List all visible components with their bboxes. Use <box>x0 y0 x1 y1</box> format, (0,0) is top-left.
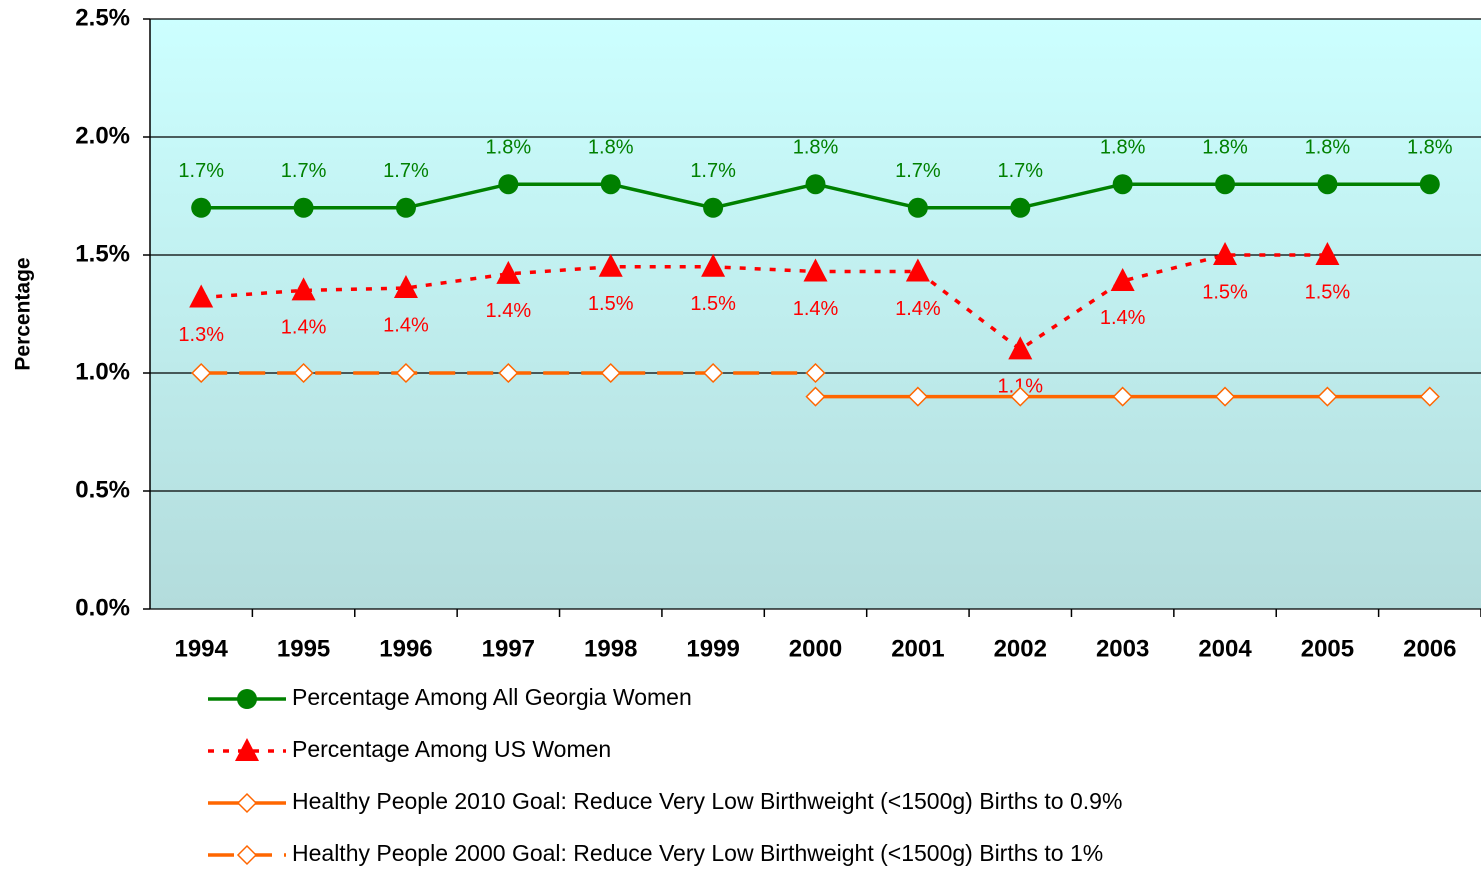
data-point <box>395 197 416 218</box>
x-tick-label: 2006 <box>1403 635 1456 662</box>
data-label: 1.5% <box>1305 281 1351 303</box>
data-point <box>1214 386 1236 407</box>
data-point <box>1419 174 1440 195</box>
y-tick-label: 2.5% <box>75 4 130 31</box>
data-label: 1.7% <box>383 160 429 182</box>
data-label: 1.4% <box>1100 307 1146 329</box>
data-point <box>1419 386 1440 407</box>
x-tick-label: 2005 <box>1301 635 1354 662</box>
y-tick-label: 2.0% <box>75 122 130 149</box>
data-point <box>189 284 214 308</box>
data-point <box>703 197 724 218</box>
legend-marker <box>236 844 258 866</box>
data-point <box>701 253 726 277</box>
data-label: 1.5% <box>1202 281 1248 303</box>
data-point <box>1112 386 1133 407</box>
data-label: 1.5% <box>588 293 634 315</box>
legend-marker <box>237 689 257 709</box>
data-point <box>600 174 621 195</box>
data-point <box>1110 267 1135 291</box>
data-point <box>803 258 828 282</box>
data-point <box>496 260 521 284</box>
y-tick-label: 1.0% <box>75 358 130 385</box>
data-label: 1.4% <box>895 298 941 320</box>
x-tick-label: 2002 <box>994 635 1047 662</box>
data-point <box>905 258 930 282</box>
data-point <box>600 362 621 384</box>
data-label: 1.8% <box>588 136 634 158</box>
data-point <box>395 362 417 384</box>
data-label: 1.8% <box>1305 136 1351 158</box>
data-point <box>598 253 623 277</box>
data-label: 1.8% <box>486 136 532 158</box>
data-point <box>293 362 314 384</box>
data-label: 1.4% <box>383 314 429 336</box>
data-label: 1.4% <box>486 300 532 322</box>
data-label: 1.5% <box>690 293 736 315</box>
data-point <box>907 386 928 407</box>
data-label: 1.4% <box>793 298 839 320</box>
data-label: 1.8% <box>1407 136 1453 158</box>
data-point <box>1317 174 1338 195</box>
legend-label: Percentage Among All Georgia Women <box>292 684 692 710</box>
data-label: 1.7% <box>178 160 224 182</box>
x-tick-label: 2000 <box>789 635 842 662</box>
data-point <box>1008 336 1033 360</box>
x-tick-label: 1994 <box>174 635 228 662</box>
legend-marker <box>235 738 259 761</box>
x-tick-label: 1997 <box>482 635 535 662</box>
legend-marker <box>236 792 258 814</box>
data-point <box>805 362 826 384</box>
x-tick-label: 2003 <box>1096 635 1149 662</box>
data-point <box>291 277 316 301</box>
data-label: 1.7% <box>997 160 1043 182</box>
data-point <box>498 174 519 195</box>
data-point <box>907 197 928 218</box>
data-point <box>805 386 826 407</box>
x-tick-label: 1998 <box>584 635 637 662</box>
data-point <box>805 174 826 195</box>
legend-label: Healthy People 2000 Goal: Reduce Very Lo… <box>292 840 1103 866</box>
data-point <box>1010 197 1031 218</box>
data-point <box>1010 386 1031 407</box>
data-label: 1.8% <box>793 136 839 158</box>
data-point <box>1213 242 1238 265</box>
legend-label: Healthy People 2010 Goal: Reduce Very Lo… <box>292 788 1122 814</box>
plot-area <box>150 19 1481 609</box>
x-tick-label: 1999 <box>686 635 739 662</box>
legend-label: Percentage Among US Women <box>292 736 611 762</box>
x-tick-label: 1996 <box>379 635 432 662</box>
data-label: 1.7% <box>895 160 941 182</box>
data-point <box>1315 242 1340 265</box>
y-axis-title: Percentage <box>12 257 35 370</box>
data-point <box>1317 386 1338 407</box>
data-point <box>393 275 418 299</box>
data-label: 1.8% <box>1100 136 1146 158</box>
data-point <box>1215 174 1236 195</box>
x-tick-label: 2001 <box>891 635 944 662</box>
y-tick-label: 0.0% <box>75 594 130 621</box>
data-label: 1.4% <box>281 317 327 339</box>
data-point <box>191 362 212 384</box>
data-label: 1.3% <box>178 324 224 346</box>
data-point <box>498 362 519 384</box>
data-point <box>1112 174 1133 195</box>
y-tick-label: 1.5% <box>75 240 130 267</box>
data-label: 1.7% <box>690 160 736 182</box>
y-tick-label: 0.5% <box>75 476 130 503</box>
x-tick-label: 2004 <box>1198 635 1252 662</box>
data-point <box>703 362 724 384</box>
data-point <box>293 197 314 218</box>
x-tick-label: 1995 <box>277 635 330 662</box>
data-label: 1.8% <box>1202 136 1248 158</box>
data-point <box>191 197 212 218</box>
data-label: 1.7% <box>281 160 327 182</box>
